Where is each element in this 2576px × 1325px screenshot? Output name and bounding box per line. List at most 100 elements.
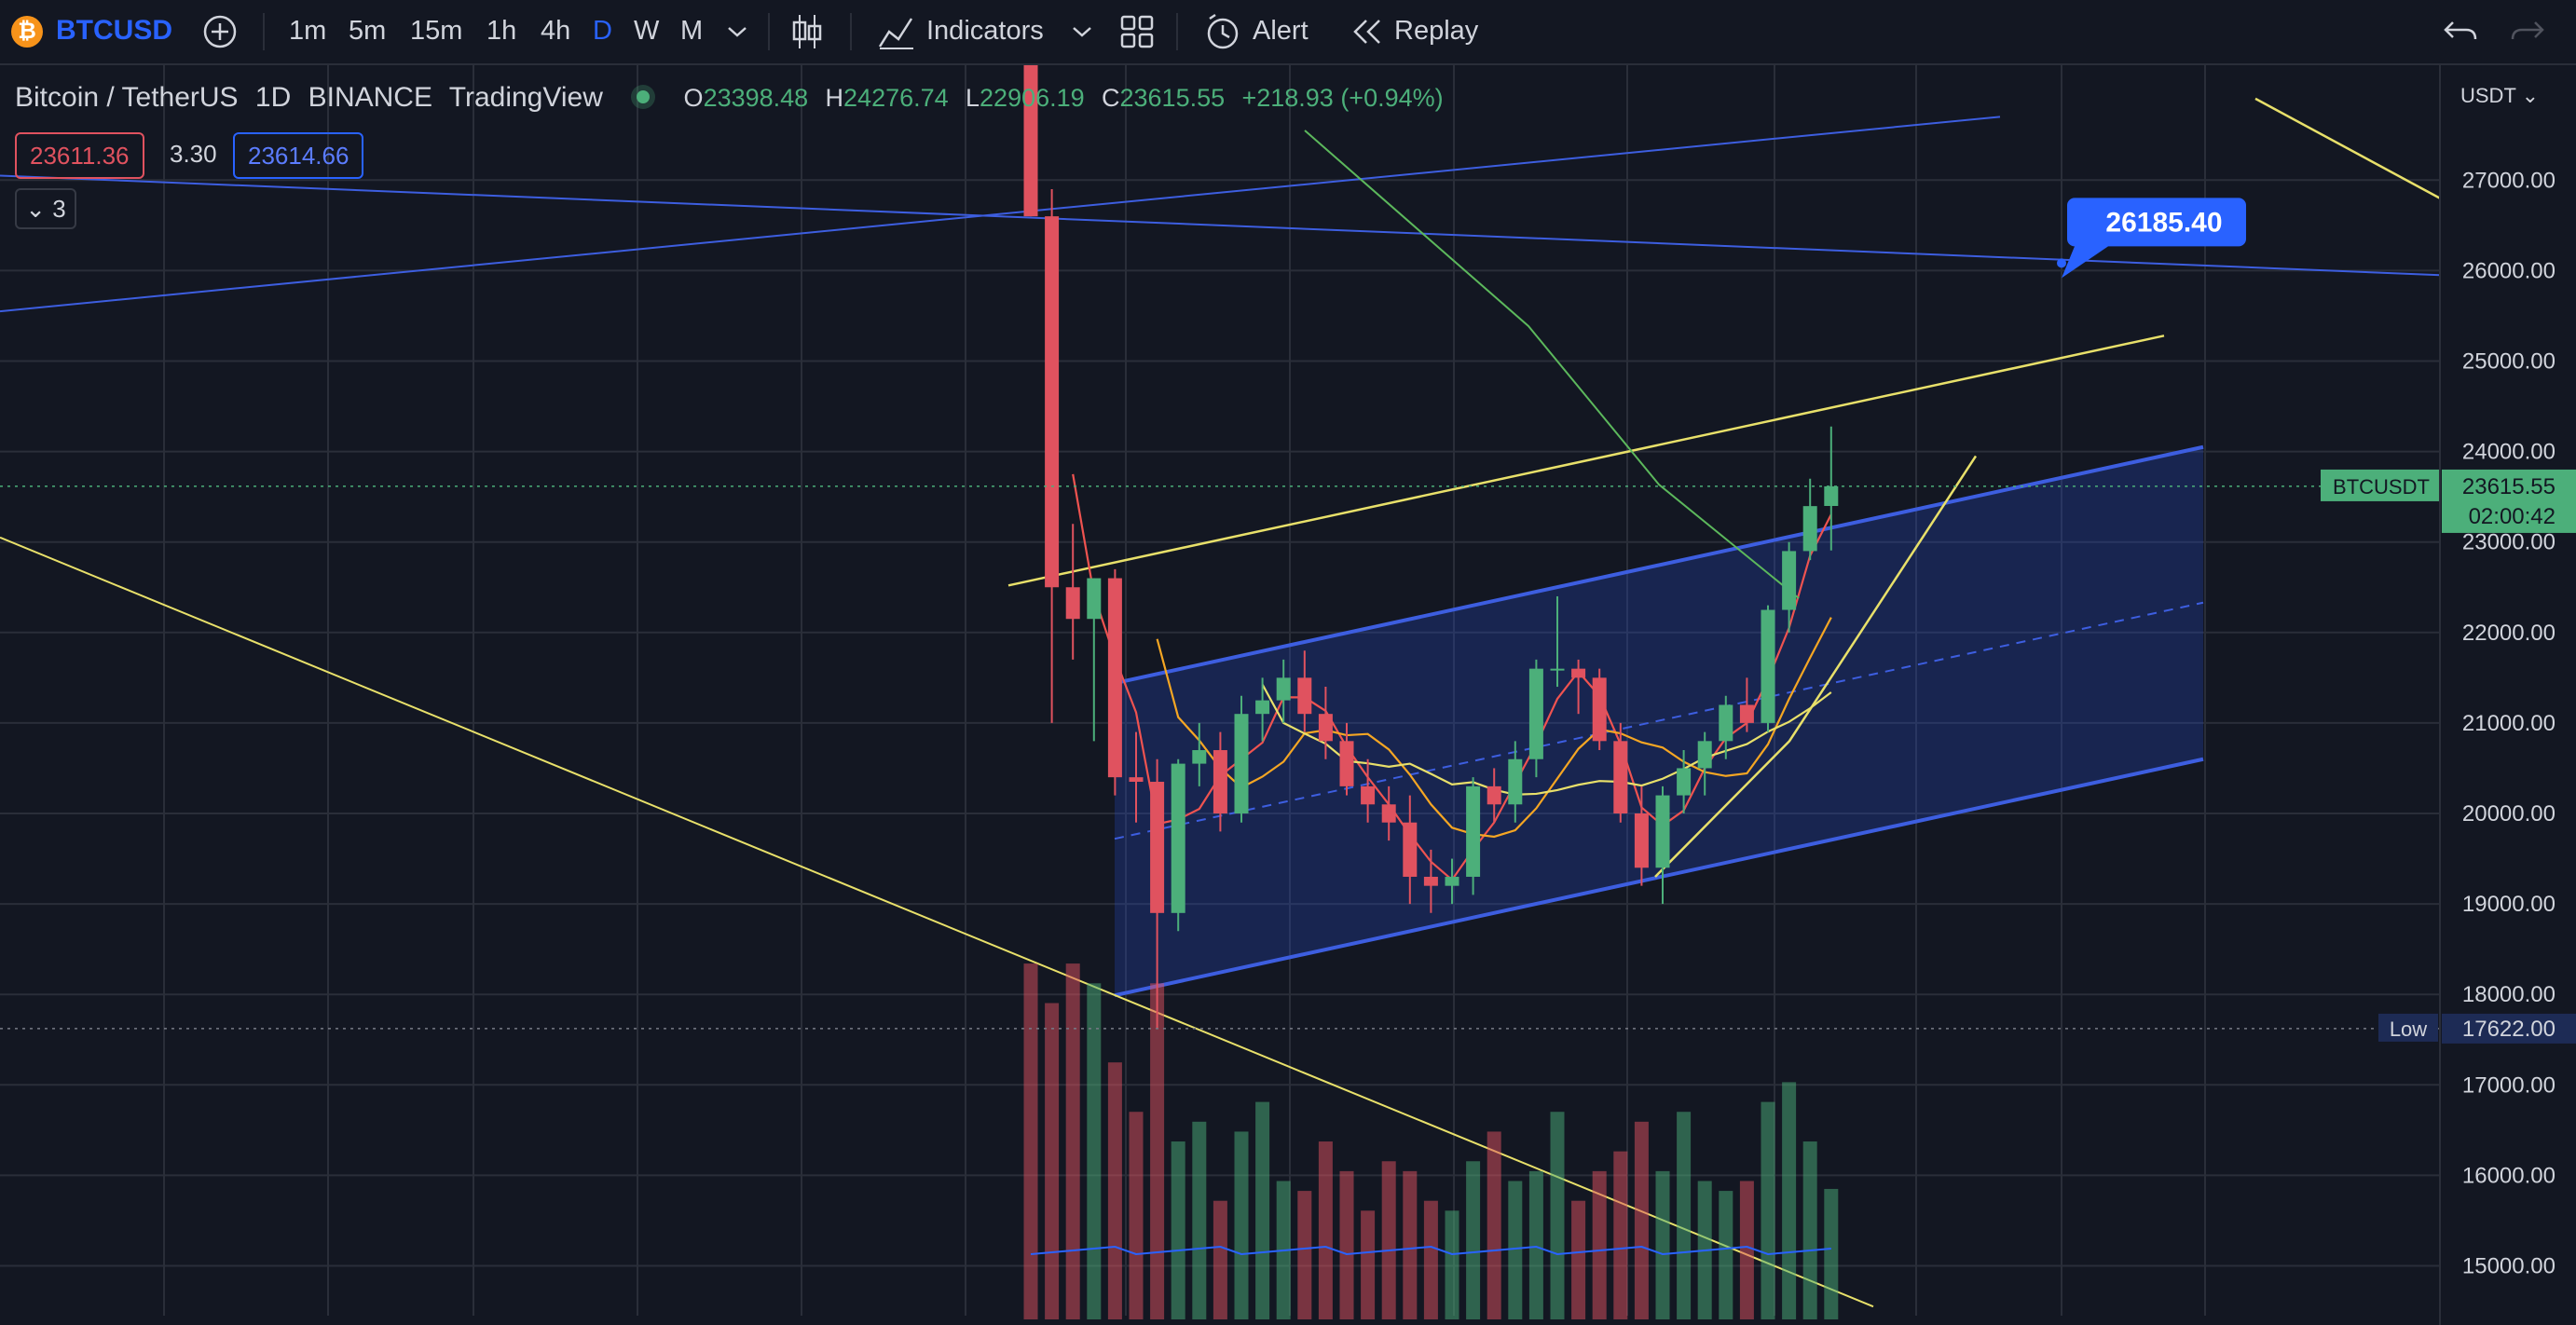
volume-bar	[1403, 1170, 1418, 1319]
candle-body	[1150, 782, 1165, 913]
candle	[1697, 731, 1712, 796]
candle-body	[1403, 822, 1418, 877]
candle-body	[1213, 750, 1227, 813]
candle	[1802, 478, 1817, 561]
candle	[1550, 595, 1565, 688]
price-axis-tick: 25000.00	[2462, 349, 2555, 375]
candle	[1318, 687, 1333, 759]
ohlc-close-value: 23615.55	[1119, 84, 1226, 112]
candle	[1339, 722, 1354, 796]
candle	[1045, 189, 1060, 723]
price-axis-tick: 27000.00	[2462, 168, 2555, 193]
low-tag-label: Low	[2390, 1018, 2427, 1041]
price-axis-tick: 21000.00	[2462, 711, 2555, 736]
price-axis-tick: 17000.00	[2462, 1072, 2555, 1098]
candle-body	[1550, 668, 1565, 671]
yellow-trendline-top	[2254, 97, 2441, 199]
interval-m[interactable]: M	[680, 16, 704, 46]
interval-1h[interactable]: 1h	[486, 16, 517, 46]
candle-body	[1023, 65, 1038, 217]
indicators-toggle[interactable]: ⌄ 3	[15, 188, 76, 229]
candle-body	[1361, 785, 1376, 805]
candle	[1508, 741, 1523, 823]
indicators-icon[interactable]	[876, 11, 917, 52]
candle	[1213, 731, 1227, 832]
volume-bar	[1824, 1188, 1839, 1319]
price-chart[interactable]: 26185.40 BTCUSDT Low USDT ⌄ 15000.00 16000.0…	[0, 65, 2576, 1325]
candle	[1192, 722, 1207, 786]
price-axis-bg	[2440, 65, 2576, 1325]
ma-medium-line	[1156, 617, 1832, 839]
volume-bar	[1719, 1191, 1733, 1319]
compare-add-icon[interactable]	[201, 13, 239, 50]
indicators-count: 3	[52, 195, 66, 223]
indicators-button[interactable]: Indicators	[926, 16, 1044, 46]
layout-grid-icon[interactable]	[1118, 13, 1156, 50]
volume-bar	[1782, 1082, 1797, 1319]
symbol-search-button[interactable]: BTCUSD	[56, 15, 172, 46]
candle-body	[1802, 506, 1817, 552]
candle	[1276, 659, 1291, 723]
volume-bar	[1423, 1200, 1438, 1319]
replay-icon[interactable]	[1350, 17, 1387, 47]
candles-chart-type-icon[interactable]	[788, 11, 826, 52]
indicators-chevron-down-icon[interactable]	[1068, 22, 1096, 41]
price-callout-bubble	[2062, 198, 2246, 279]
candle	[1065, 524, 1080, 660]
redo-icon[interactable]	[2509, 15, 2546, 47]
interval-w[interactable]: W	[634, 16, 660, 46]
volume-bar	[1192, 1121, 1207, 1319]
volume-bar	[1213, 1200, 1227, 1319]
volume-bar	[1466, 1161, 1481, 1319]
candle	[1719, 695, 1733, 759]
replay-button[interactable]: Replay	[1394, 16, 1479, 46]
channel-median-line	[1114, 601, 2204, 840]
candle-body	[1719, 704, 1733, 742]
interval-5m[interactable]: 5m	[349, 16, 387, 46]
interval-4h[interactable]: 4h	[541, 16, 571, 46]
volume-bar	[1592, 1170, 1607, 1319]
candle-body	[1423, 876, 1438, 886]
volume-bar	[1045, 1003, 1060, 1319]
candle-body	[1782, 551, 1797, 610]
ohlc-low-value: 22906.19	[980, 84, 1085, 112]
bar-countdown: 02:00:42	[2469, 504, 2555, 529]
interval-d[interactable]: D	[593, 16, 612, 46]
market-status-icon	[637, 90, 651, 104]
candle-body	[1045, 216, 1060, 588]
volume-bar	[1234, 1131, 1249, 1319]
ma-long-line	[1304, 130, 1800, 599]
alert-button[interactable]: Alert	[1253, 16, 1309, 46]
interval-1m[interactable]: 1m	[289, 16, 327, 46]
buy-price-button[interactable]: 23614.66	[233, 132, 364, 179]
candle	[1023, 65, 1038, 217]
ohlc-high-label: H	[825, 84, 844, 112]
chevron-down-icon[interactable]	[723, 22, 751, 41]
candle	[1613, 722, 1628, 823]
candle-body	[1655, 795, 1670, 868]
candle-body	[1466, 785, 1481, 877]
candle	[1297, 650, 1312, 732]
candle	[1087, 578, 1102, 742]
volume-bar	[1761, 1101, 1775, 1319]
last-price-badge	[2442, 469, 2576, 533]
price-axis-tick: 24000.00	[2462, 440, 2555, 465]
candle	[1634, 785, 1649, 886]
candle-body	[1445, 876, 1459, 886]
ohlc-high-value: 24276.74	[843, 84, 949, 112]
sell-price-button[interactable]: 23611.36	[15, 132, 144, 179]
candle	[1528, 659, 1543, 778]
volume-bar	[1445, 1210, 1459, 1319]
legend-title[interactable]: Bitcoin / TetherUS	[15, 82, 239, 113]
currency-selector[interactable]: USDT ⌄	[2460, 84, 2539, 107]
candle	[1150, 758, 1165, 1029]
undo-icon[interactable]	[2442, 15, 2479, 47]
candle	[1255, 677, 1270, 742]
low-price-label: 17622.00	[2462, 1017, 2555, 1042]
candle-body	[1255, 700, 1270, 715]
interval-15m[interactable]: 15m	[410, 16, 463, 46]
alert-clock-icon[interactable]	[1202, 11, 1243, 52]
ohlc-open-label: O	[683, 84, 704, 112]
candle-body	[1318, 714, 1333, 742]
candle-body	[1234, 714, 1249, 813]
